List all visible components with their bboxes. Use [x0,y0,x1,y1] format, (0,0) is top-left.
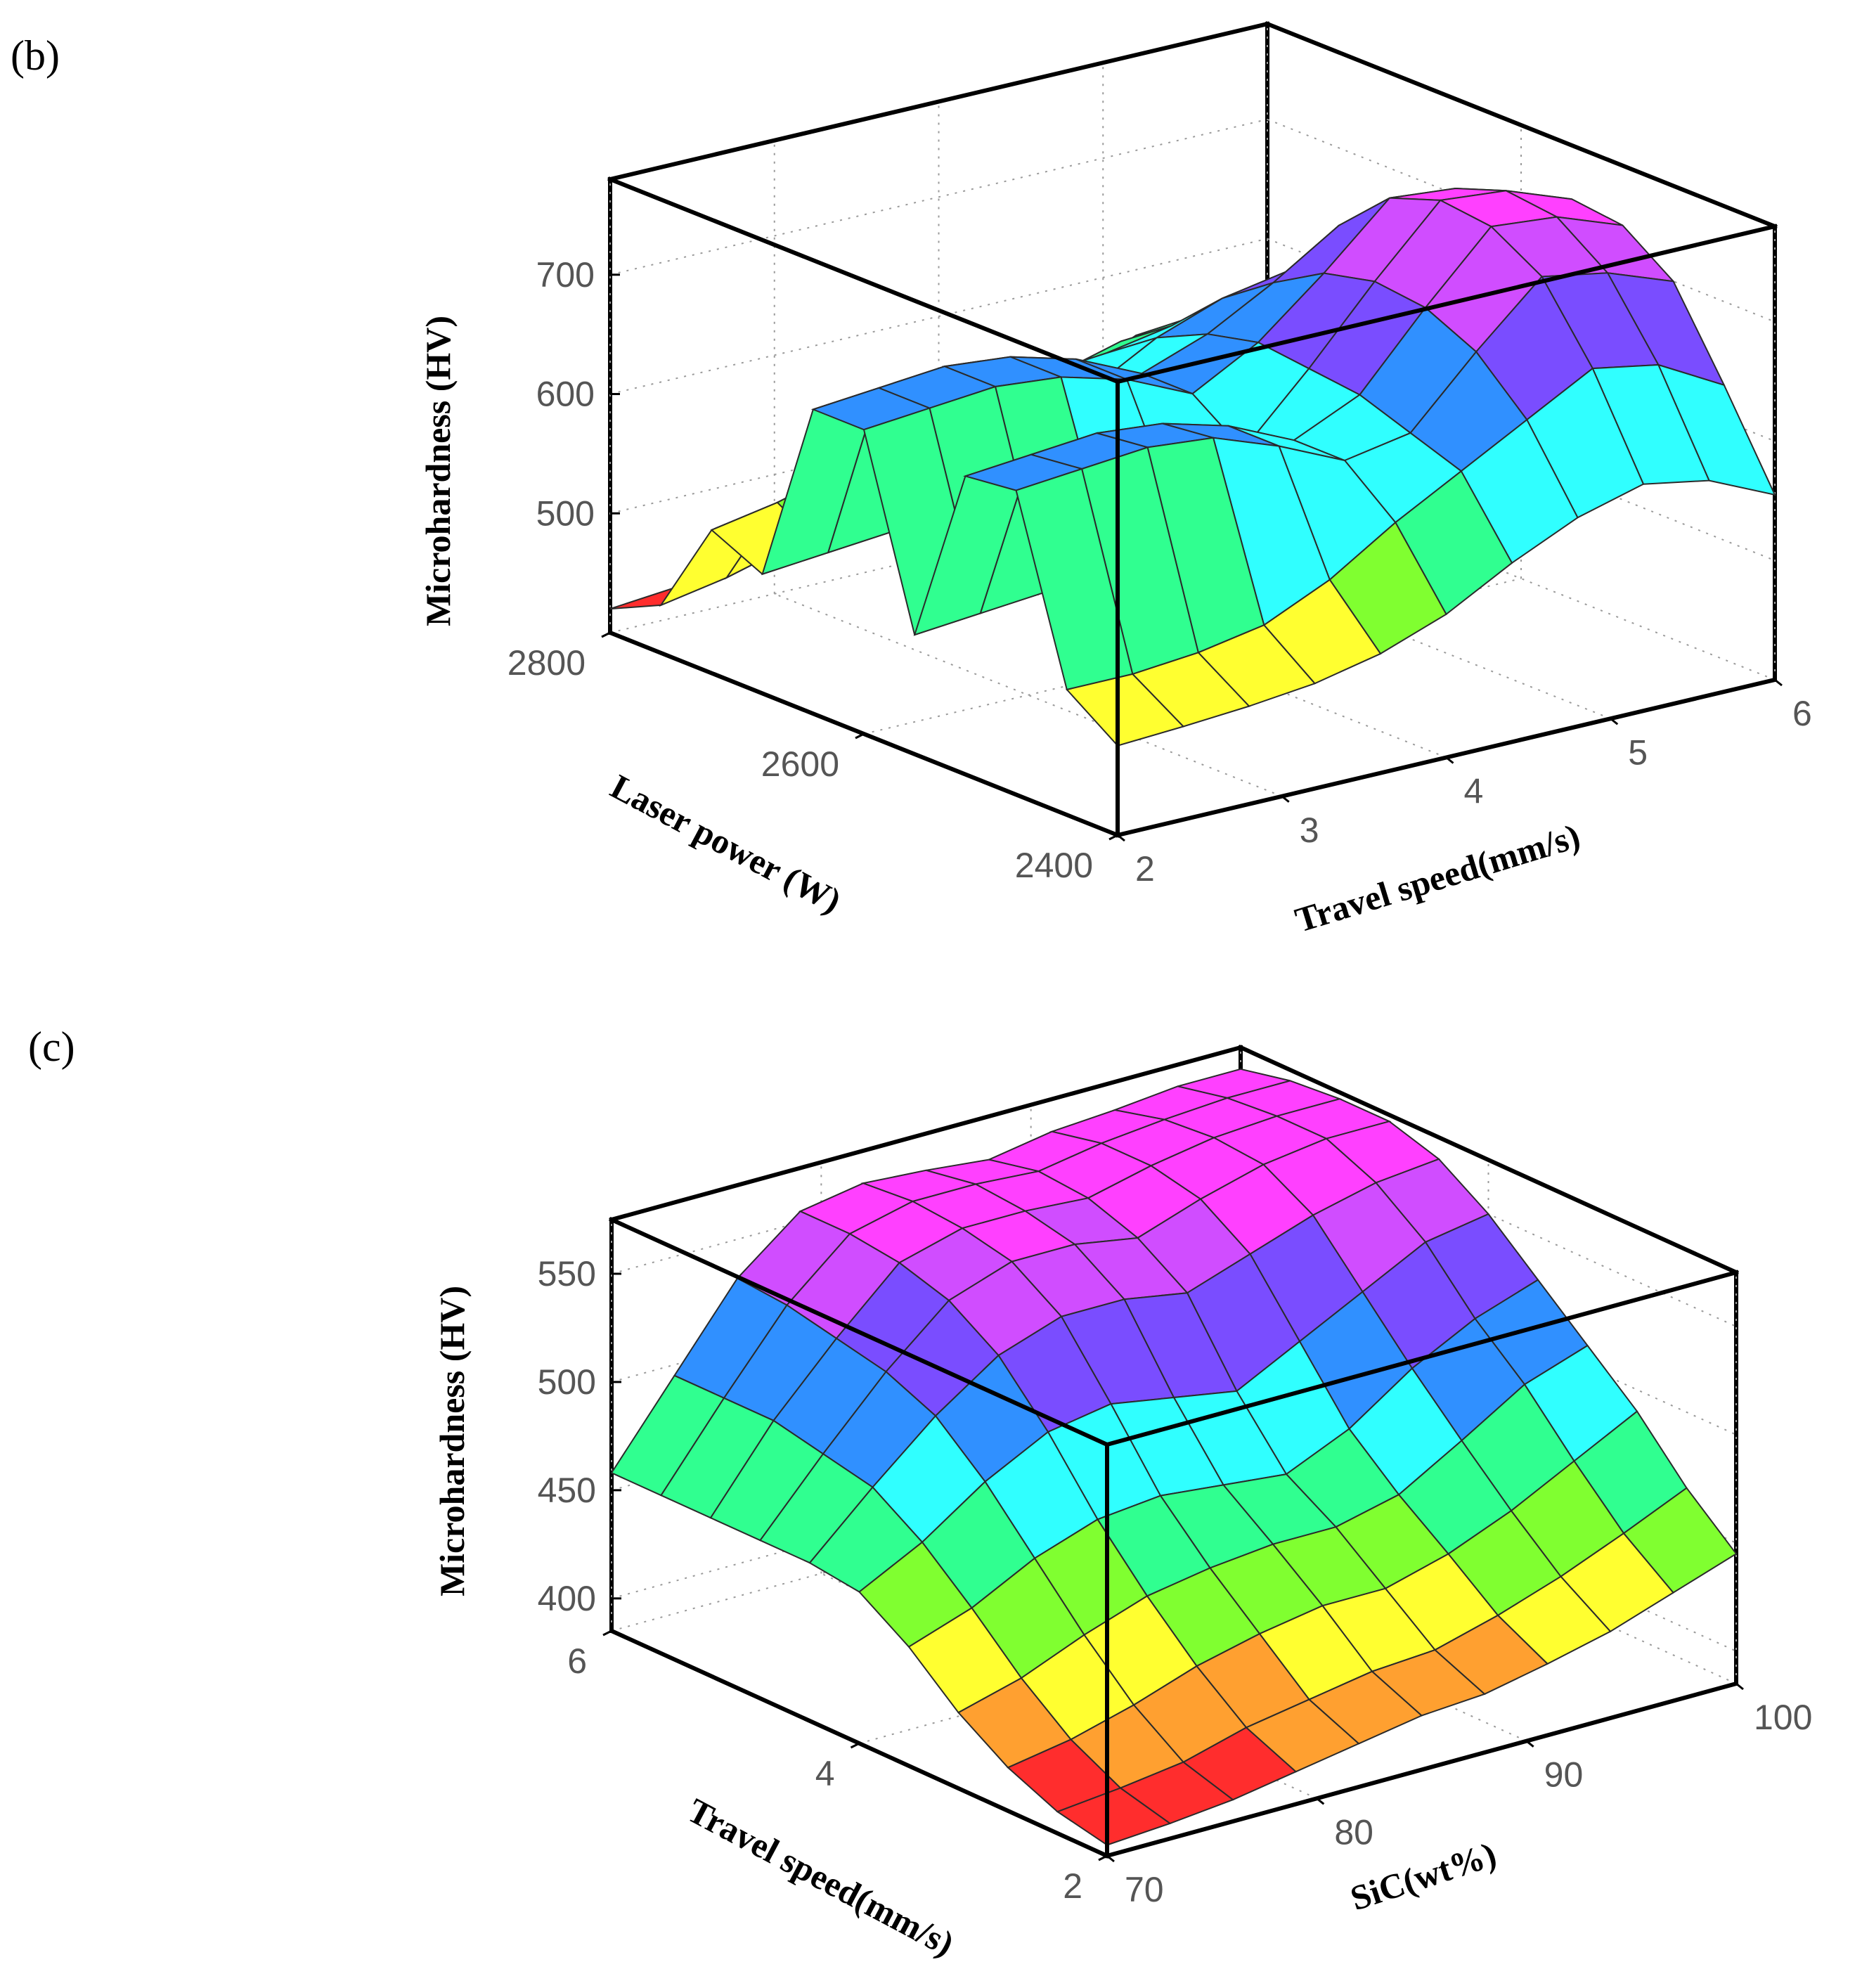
y-tick-mark [1316,1797,1325,1805]
x-tick-label: 4 [815,1754,835,1793]
z-tick-label: 500 [538,1362,596,1402]
z-axis-title-b: Microhardness (HV) [418,316,458,626]
y-tick-label: 5 [1628,732,1648,772]
y-tick-mark [1774,678,1783,687]
x-tick-mark [850,1742,860,1749]
y-tick-mark [1525,1740,1534,1748]
x-tick-mark [1098,1854,1108,1861]
box-edge [1115,224,1778,385]
x-axis-title-b: Laser power (W) [604,766,848,920]
ticks-c: 400 450 500 550 2 4 6 70 80 90 100 [538,1254,1813,1909]
y-tick-mark [1117,834,1125,842]
surface-patch [1056,1787,1172,1846]
y-tick-mark [1106,1854,1115,1863]
ticks-b: 500 600 700 2400 2600 2800 2 3 4 5 6 [507,255,1812,889]
x-tick-label: 2800 [507,643,586,683]
panel-label-b: (b) [11,32,60,79]
y-axis-title-b: Travel speed(mm/s) [1291,816,1584,940]
box-edge [607,21,1270,182]
box-edge [609,1045,1243,1222]
grid-line [609,118,1268,276]
y-tick-label: 6 [1792,694,1812,733]
box-edge [1104,1681,1739,1859]
panel-c: (c) 400 450 500 550 2 4 6 70 80 90 100 Microhardne… [0,998,1862,1988]
x-tick-label: 2600 [761,744,839,784]
y-tick-label: 3 [1300,811,1319,850]
y-tick-mark [1735,1682,1744,1691]
z-tick-label: 450 [538,1471,596,1510]
y-tick-label: 80 [1334,1812,1373,1852]
box-edge [609,1217,1110,1447]
x-axis-title-c: Travel speed(mm/s) [681,1790,960,1964]
box-edge [1265,21,1778,229]
x-tick-label: 2400 [1015,846,1093,885]
x-tick-mark [602,1629,612,1637]
y-tick-label: 4 [1464,772,1484,811]
y-tick-mark [1610,718,1619,725]
panel-b: (b) 500 600 700 2400 2600 2800 2 3 4 5 6 Microhard… [11,21,1812,940]
x-tick-mark [601,631,611,638]
surface-b [609,187,1776,747]
z-axis-title-c: Microhardness (HV) [432,1286,472,1596]
surface-patch [1065,673,1185,747]
x-tick-mark [1108,834,1118,841]
y-tick-label: 2 [1135,849,1155,889]
y-tick-label: 100 [1754,1698,1812,1737]
z-tick-label: 550 [538,1254,596,1293]
z-tick-label: 400 [538,1579,596,1618]
z-tick-label: 700 [536,255,595,295]
z-tick-label: 500 [536,493,595,533]
surface-chart-b: 500 600 700 2400 2600 2800 2 3 4 5 6 Microhardness… [418,21,1812,940]
box-edge [1238,1045,1739,1275]
y-tick-label: 70 [1125,1870,1164,1909]
y-tick-mark [1281,795,1290,803]
y-tick-label: 90 [1544,1755,1584,1795]
box-edge [607,176,1120,385]
surface-c [610,1068,1738,1846]
x-tick-label: 6 [567,1641,587,1681]
y-tick-mark [1445,756,1454,764]
grid-line [609,238,1268,395]
surface-chart-c: 400 450 500 550 2 4 6 70 80 90 100 Microhardness (… [432,1045,1813,1964]
x-tick-mark [855,732,865,740]
panel-label-c: (c) [28,1024,75,1070]
x-tick-label: 2 [1063,1866,1082,1906]
box-edge [1104,1270,1739,1447]
z-tick-label: 600 [536,375,595,414]
